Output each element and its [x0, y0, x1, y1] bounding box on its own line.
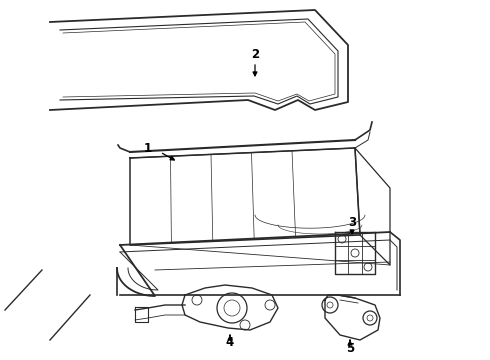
Text: 3: 3	[348, 216, 356, 229]
Text: 4: 4	[226, 336, 234, 348]
Text: 2: 2	[251, 49, 259, 62]
Text: 1: 1	[144, 141, 152, 154]
Text: 5: 5	[346, 342, 354, 355]
